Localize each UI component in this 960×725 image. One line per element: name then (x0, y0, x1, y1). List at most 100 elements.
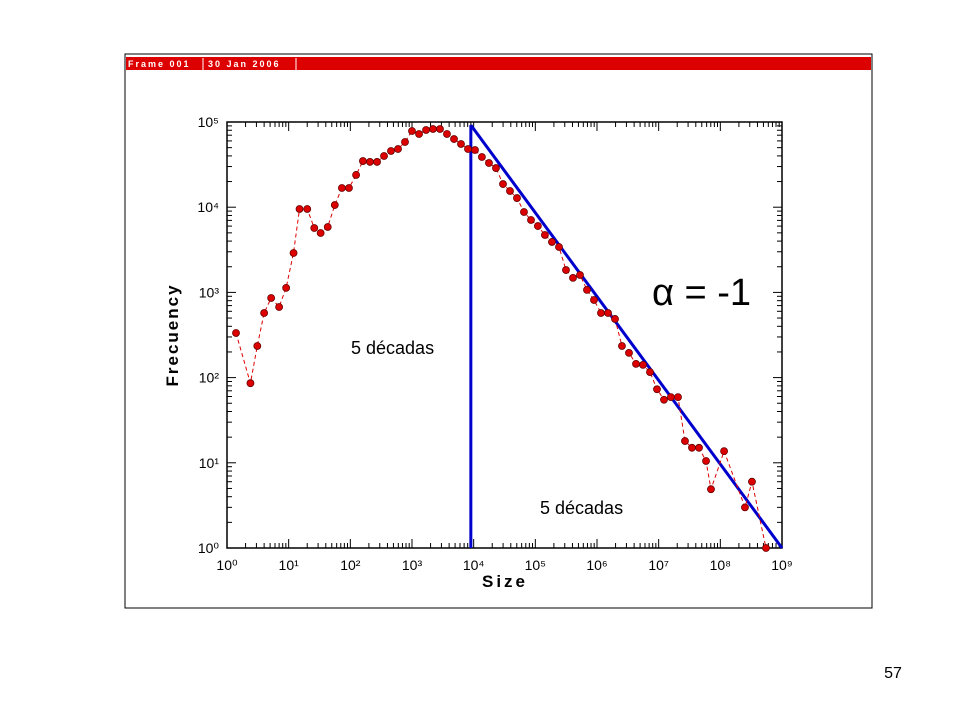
data-point (295, 205, 304, 213)
y-tick-label: 10⁵ (198, 114, 219, 130)
x-tick-label: 10⁷ (648, 557, 669, 573)
data-point (646, 368, 654, 377)
data-point (380, 152, 388, 160)
x-tick-label: 10¹ (279, 557, 300, 573)
data-point (702, 457, 710, 465)
data-point (316, 229, 325, 237)
data-point (583, 285, 591, 294)
data-point (681, 437, 689, 445)
data-point (436, 125, 444, 133)
data-point (457, 140, 465, 148)
data-point (506, 187, 514, 195)
data-point (387, 147, 395, 155)
data-point (597, 309, 605, 317)
data-point (338, 184, 346, 192)
header-bar (126, 57, 871, 70)
page-number: 57 (884, 665, 902, 682)
data-point (394, 145, 402, 153)
data-point (562, 266, 570, 274)
data-point (625, 348, 633, 357)
data-point (688, 443, 696, 452)
plot-box (226, 121, 783, 549)
data-point (762, 544, 770, 552)
y-axis-label: Frecuency (163, 283, 182, 386)
reference-line (469, 124, 784, 549)
data-point (618, 342, 626, 350)
data-point (485, 159, 493, 167)
data-point (303, 205, 312, 213)
data-point (513, 194, 521, 202)
data-point (520, 208, 528, 216)
data-point (401, 138, 409, 146)
x-axis-label: Size (482, 572, 528, 591)
data-point (275, 303, 284, 311)
y-tick-label: 10² (199, 370, 220, 386)
x-tick-label: 10⁸ (710, 557, 732, 573)
x-tick-label: 10³ (402, 557, 423, 573)
data-point (471, 146, 479, 154)
data-point (611, 315, 619, 323)
data-point (741, 503, 749, 512)
data-point (604, 309, 612, 317)
data-point (345, 184, 353, 192)
data-point (720, 447, 728, 456)
data-point (310, 224, 319, 232)
data-point (415, 130, 423, 138)
data-point (253, 342, 262, 350)
y-tick-label: 10³ (199, 284, 220, 300)
data-point (408, 127, 416, 135)
annotation: α = -1 (652, 272, 751, 314)
data-point (289, 249, 298, 257)
data-point (366, 158, 374, 166)
data-point (569, 273, 577, 282)
data-point (267, 294, 276, 302)
x-tick-label: 10⁹ (771, 557, 793, 573)
data-point (443, 130, 451, 138)
data-point (282, 283, 291, 292)
x-tick-label: 10⁵ (525, 557, 546, 573)
x-tick-label: 10⁶ (586, 557, 607, 573)
data-point (499, 180, 507, 188)
data-point (548, 238, 556, 246)
data-point (667, 393, 675, 402)
data-point (450, 135, 458, 143)
data-point (555, 243, 563, 251)
data-point (260, 309, 269, 317)
data-point (533, 222, 542, 230)
x-tick-label: 10⁴ (463, 557, 485, 573)
data-point (492, 164, 500, 172)
y-tick-label: 10⁴ (197, 199, 219, 215)
data-point (232, 329, 240, 337)
data-point (464, 145, 472, 153)
data-point (246, 379, 255, 388)
data-point (639, 360, 647, 369)
data-point (590, 296, 598, 304)
data-point (660, 395, 668, 404)
data-point (330, 201, 339, 209)
data-point (632, 359, 640, 368)
x-tick-label: 10² (340, 557, 361, 573)
annotation: 5 décadas (351, 338, 434, 358)
data-point (478, 153, 486, 161)
data-point (527, 216, 535, 224)
data-point (748, 477, 756, 486)
data-point (359, 157, 367, 165)
header-frame: Frame 001 (128, 59, 191, 69)
header-date: 30 Jan 2006 (208, 59, 281, 69)
data-point (707, 485, 715, 494)
data-point (653, 385, 661, 394)
y-tick-label: 10¹ (199, 455, 220, 471)
data-point (422, 126, 430, 134)
x-tick-label: 10⁰ (216, 557, 238, 573)
y-tick-label: 10⁰ (198, 540, 220, 556)
data-point (352, 171, 360, 179)
data-point (373, 158, 381, 166)
data-point (323, 223, 332, 231)
data-point (695, 443, 703, 452)
frame (124, 53, 873, 609)
data-point (541, 231, 549, 239)
data-point (576, 271, 584, 279)
data-point (429, 125, 437, 133)
